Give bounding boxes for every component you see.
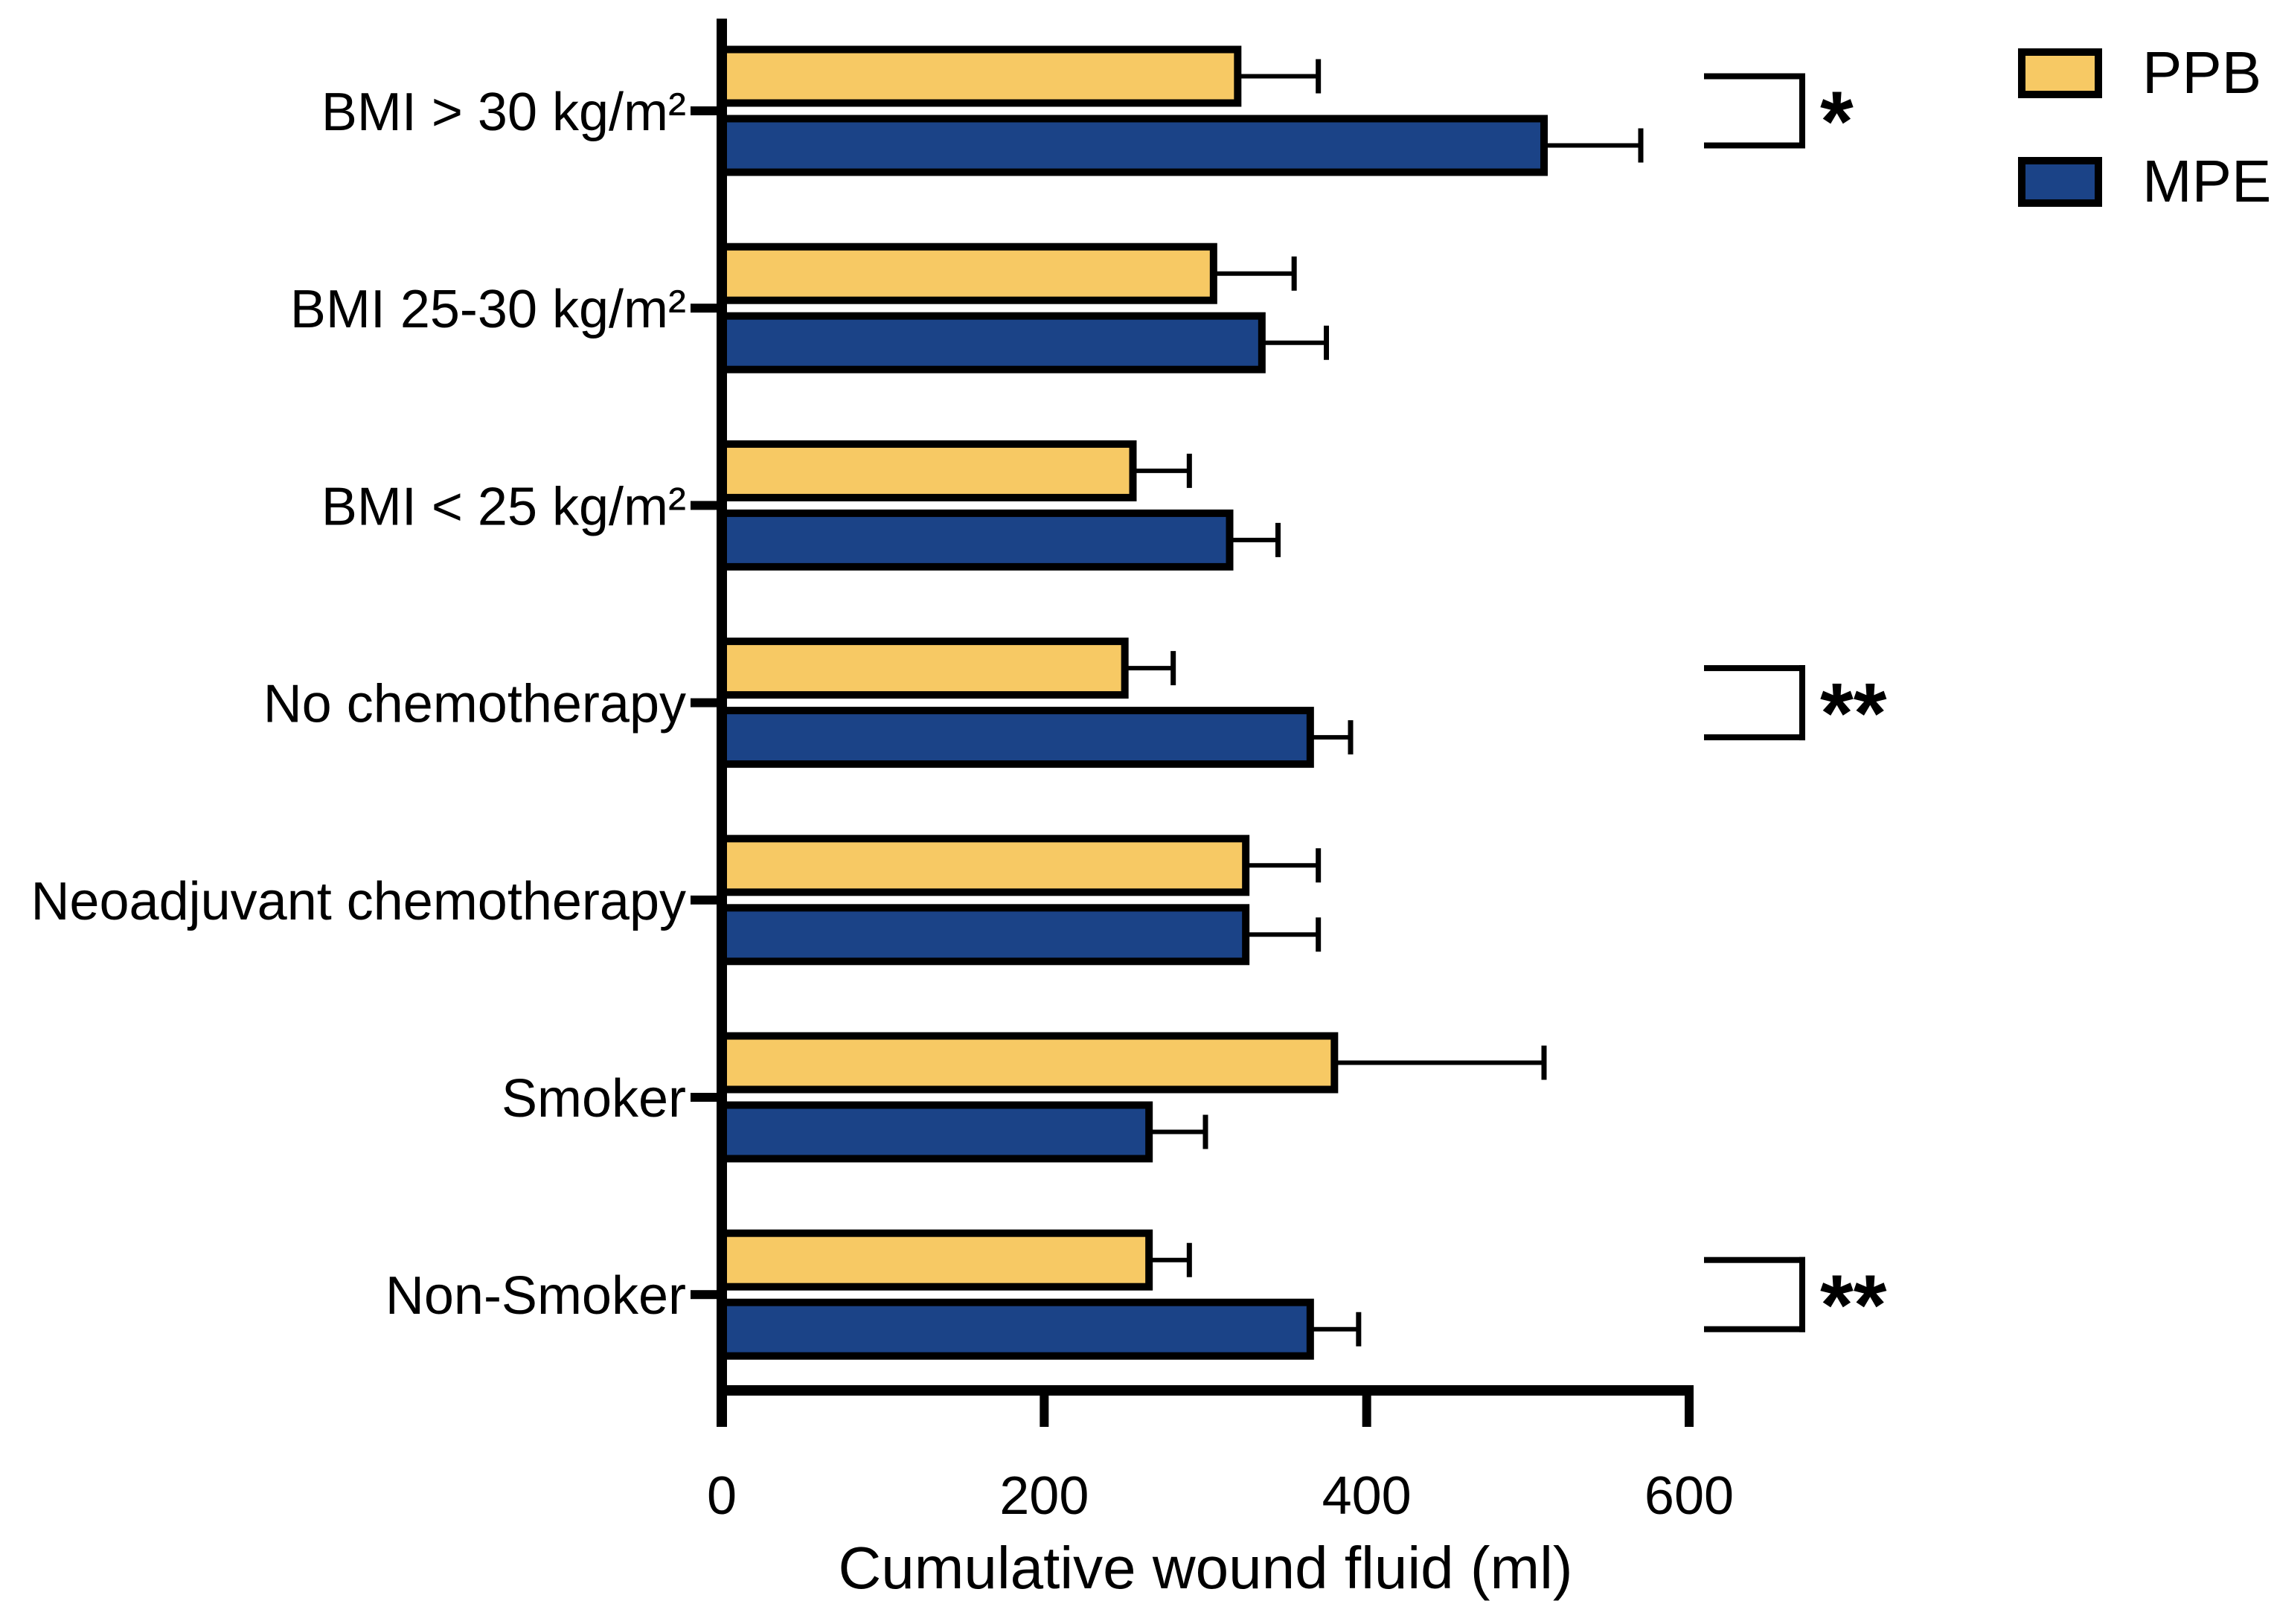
legend: PPB MPE [2018,43,2271,211]
bar-ppb-1 [718,243,1217,304]
sig-bracket-vertical-0 [1799,73,1805,149]
sig-bracket-bottom-arm-1 [1704,734,1805,741]
category-label-4: Neoadjuvant chemotherapy [31,872,686,931]
category-label-6: Non-Smoker [385,1266,686,1326]
x-tick-label-200: 200 [999,1466,1089,1526]
sig-bracket-vertical-2 [1799,1256,1805,1332]
x-tick-label-600: 600 [1644,1466,1734,1526]
sig-star-1: ** [1820,667,1887,762]
bar-mpe-2 [718,509,1234,571]
bar-ppb-5 [718,1032,1339,1094]
bar-ppb-2 [718,440,1137,501]
sig-bracket-top-arm-2 [1704,1256,1805,1263]
sig-bracket-vertical-1 [1799,665,1805,741]
bar-mpe-4 [718,904,1250,966]
legend-item-mpe: MPE [2018,152,2271,211]
sig-bracket-top-arm-0 [1704,73,1805,80]
category-label-3: No chemotherapy [263,675,686,734]
bar-ppb-4 [718,835,1250,896]
bar-mpe-3 [718,707,1314,768]
legend-swatch-mpe [2018,156,2102,207]
x-tick-400 [1362,1385,1371,1427]
bar-ppb-0 [718,45,1242,107]
sig-star-0: * [1820,74,1854,170]
bar-mpe-6 [718,1298,1314,1360]
category-label-5: Smoker [502,1069,686,1129]
x-axis-spine [717,1385,1689,1396]
bar-ppb-3 [718,638,1129,699]
bar-mpe-5 [718,1101,1153,1163]
legend-label-ppb: PPB [2142,39,2262,106]
bar-ppb-6 [718,1229,1153,1291]
sig-bracket-top-arm-1 [1704,665,1805,672]
y-axis-spine [717,19,727,1427]
sig-bracket-bottom-arm-2 [1704,1326,1805,1332]
x-axis-title: Cumulative wound fluid (ml) [838,1535,1573,1601]
sig-star-2: ** [1820,1258,1887,1353]
x-tick-600 [1685,1385,1694,1427]
category-label-1: BMI 25-30 kg/m² [290,280,686,339]
category-label-2: BMI < 25 kg/m² [321,477,686,536]
legend-item-ppb: PPB [2018,43,2271,103]
x-tick-label-400: 400 [1322,1466,1412,1526]
legend-label-mpe: MPE [2142,148,2272,214]
category-label-0: BMI > 30 kg/m² [321,83,686,142]
x-tick-200 [1040,1385,1049,1427]
bar-mpe-1 [718,312,1266,373]
sig-bracket-bottom-arm-0 [1704,142,1805,149]
x-tick-label-0: 0 [707,1466,737,1526]
bar-mpe-0 [718,115,1548,176]
legend-swatch-ppb [2018,48,2102,98]
